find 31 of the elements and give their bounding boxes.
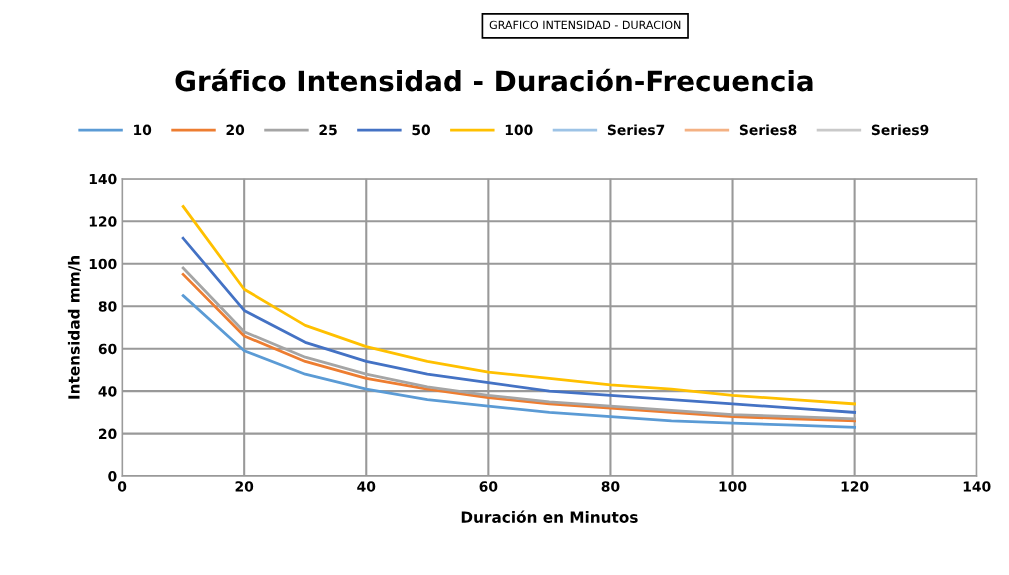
legend-label: 10	[134, 124, 152, 136]
legend-label: 100	[505, 124, 533, 136]
line-series	[181, 294, 857, 429]
chart-title: Gráfico Intensidad - Duración-Frecuencia	[175, 68, 813, 92]
legend-label: Series8	[739, 124, 797, 136]
x-tick-label: 120	[841, 481, 869, 492]
y-tick-label: 0	[108, 471, 117, 482]
x-tick-label: 140	[963, 481, 991, 492]
legend-label: 20	[226, 124, 245, 136]
y-tick-label: 60	[98, 343, 117, 355]
y-tick-label: 80	[98, 301, 117, 312]
x-tick-label: 20	[235, 481, 254, 492]
y-tick-label: 100	[89, 258, 117, 270]
y-tick-label: 20	[99, 428, 117, 440]
x-axis-title: Duración en Minutos	[461, 510, 638, 523]
y-axis-title: Intensidad mm/h	[67, 256, 81, 399]
line-series	[181, 236, 857, 414]
legend-label: Series9	[871, 124, 929, 136]
x-tick-label: 40	[357, 481, 376, 492]
y-tick-label: 140	[89, 173, 117, 185]
legend-label: Series7	[607, 124, 665, 136]
text: GRAFICO INTENSIDAD - DURACION	[489, 20, 681, 30]
line-series	[181, 205, 857, 406]
legend-label: 50	[412, 124, 430, 136]
x-tick-label: 80	[601, 481, 620, 492]
y-tick-label: 40	[98, 386, 117, 397]
y-tick-label: 120	[89, 216, 117, 227]
x-tick-label: 60	[479, 481, 498, 492]
legend-label: 25	[319, 124, 337, 136]
x-tick-label: 0	[117, 481, 127, 492]
x-tick-label: 100	[719, 481, 747, 492]
